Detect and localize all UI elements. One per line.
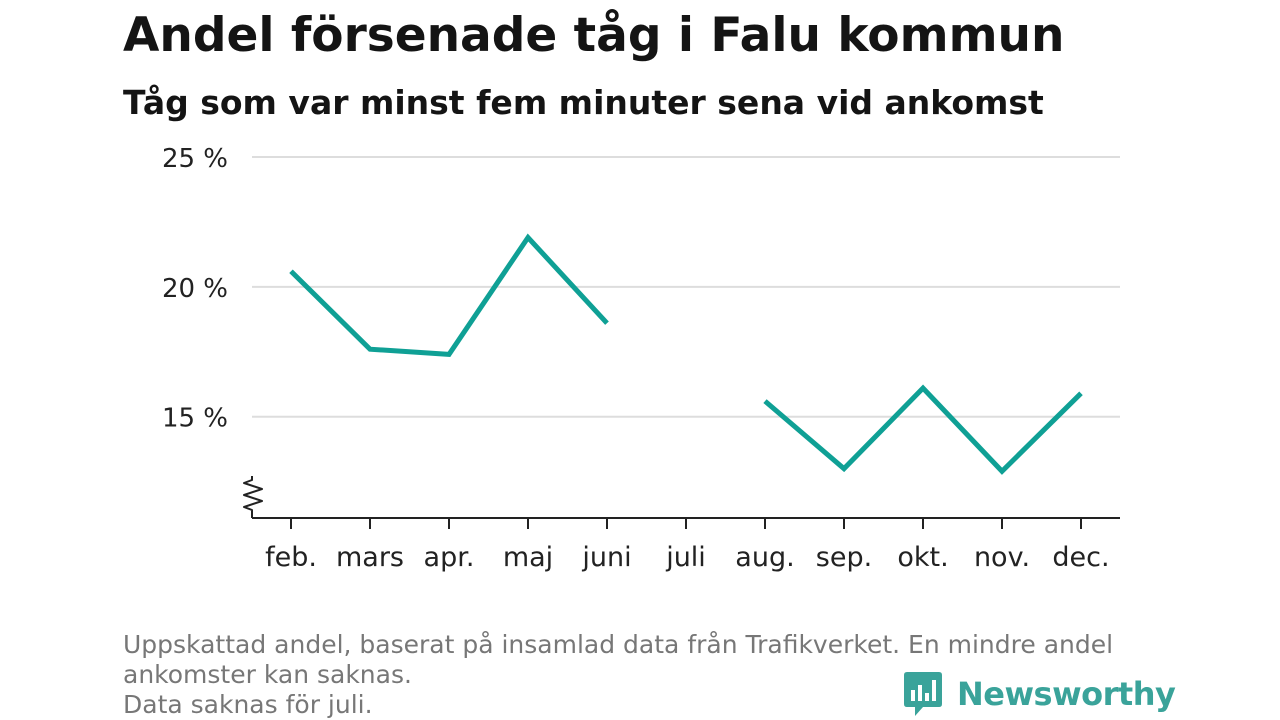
x-tick-label-7: sep. [816, 542, 872, 573]
x-axis-tick-labels: feb. mars apr. maj juni juli aug. sep. okt. nov. d… [265, 542, 1110, 573]
y-tick-label-20: 20 % [162, 274, 228, 304]
chart-title: Andel försenade tåg i Falu kommun [123, 8, 1065, 63]
y-axis-tick-labels: 15 % 20 % 25 % [162, 144, 228, 434]
series-lines [289, 233, 1083, 475]
line-chart: 15 % 20 % 25 % feb. mars apr. maj juni juli aug.… [162, 144, 1120, 573]
x-tick-label-6: aug. [735, 542, 794, 573]
x-tick-label-10: dec. [1052, 542, 1109, 573]
series-0-line-segment-0 [289, 233, 609, 357]
footnote-line-2: ankomster kan saknas. [123, 660, 412, 689]
series-0-line-segment-1 [763, 384, 1083, 475]
chart-subtitle: Tåg som var minst fem minuter sena vid a… [123, 83, 1044, 122]
x-tick-label-0: feb. [265, 542, 317, 573]
bar-chart-bubble-icon [904, 672, 942, 716]
x-axis [243, 476, 1120, 529]
x-tick-label-8: okt. [897, 542, 948, 573]
x-tick-label-5: juli [665, 542, 706, 573]
footnote: Uppskattad andel, baserat på insamlad da… [123, 630, 1163, 720]
newsworthy-logo: Newsworthy [903, 670, 1176, 718]
y-axis-break-symbol [243, 476, 263, 518]
gridlines [252, 156, 1120, 418]
x-tick-label-1: mars [336, 542, 404, 573]
brand-name: Newsworthy [957, 675, 1176, 713]
x-tick-label-2: apr. [424, 542, 475, 573]
x-tick-label-3: maj [503, 542, 553, 573]
footnote-line-1: Uppskattad andel, baserat på insamlad da… [123, 630, 1114, 659]
x-tick-label-9: nov. [974, 542, 1030, 573]
footnote-line-3: Data saknas för juli. [123, 690, 373, 719]
x-tick-label-4: juni [581, 542, 631, 573]
y-tick-label-15: 15 % [162, 404, 228, 434]
y-tick-label-25: 25 % [162, 144, 228, 174]
